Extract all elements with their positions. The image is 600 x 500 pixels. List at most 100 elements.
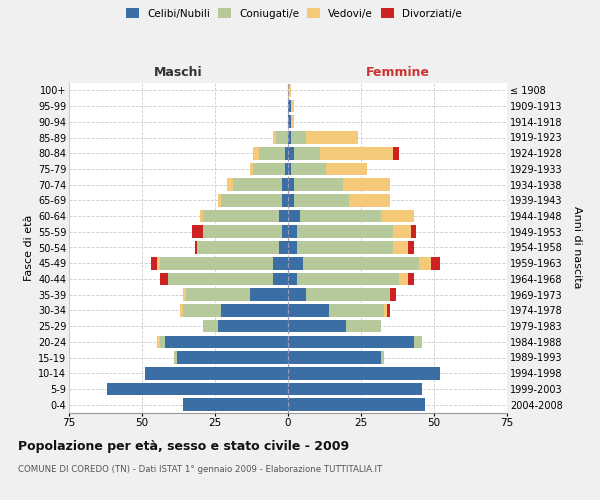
Bar [183,304,221,316]
Bar [186,288,250,301]
Bar [168,272,274,285]
Bar [393,147,399,160]
Bar [253,162,285,175]
Y-axis label: Anni di nascita: Anni di nascita [572,206,582,288]
Bar [343,178,390,191]
Bar [288,147,294,160]
Bar [288,210,299,222]
Bar [288,116,291,128]
Bar [183,398,288,411]
Y-axis label: Fasce di età: Fasce di età [23,214,34,280]
Bar [393,241,408,254]
Bar [346,320,382,332]
Bar [349,194,390,206]
Bar [285,147,288,160]
Bar [233,178,282,191]
Text: Femmine: Femmine [365,66,430,80]
Bar [408,241,413,254]
Bar [282,226,288,238]
Bar [288,382,422,395]
Bar [288,336,413,348]
Bar [191,226,203,238]
Bar [160,257,274,270]
Bar [288,351,382,364]
Bar [288,162,291,175]
Bar [166,336,288,348]
Bar [253,147,259,160]
Bar [221,194,282,206]
Bar [288,194,294,206]
Bar [297,272,399,285]
Bar [305,288,390,301]
Bar [291,131,305,144]
Bar [419,257,431,270]
Bar [326,162,367,175]
Bar [382,351,385,364]
Bar [227,178,233,191]
Bar [413,336,422,348]
Bar [297,226,393,238]
Bar [259,147,285,160]
Bar [157,336,160,348]
Bar [393,226,410,238]
Bar [288,100,291,112]
Bar [288,398,425,411]
Text: COMUNE DI COREDO (TN) - Dati ISTAT 1° gennaio 2009 - Elaborazione TUTTITALIA.IT: COMUNE DI COREDO (TN) - Dati ISTAT 1° ge… [18,466,382,474]
Bar [218,194,221,206]
Bar [203,210,279,222]
Bar [145,367,288,380]
Bar [385,304,387,316]
Bar [221,304,288,316]
Bar [288,131,291,144]
Bar [288,304,329,316]
Bar [288,257,302,270]
Bar [157,257,160,270]
Bar [274,272,288,285]
Bar [305,131,358,144]
Bar [299,210,382,222]
Bar [277,131,288,144]
Bar [288,226,297,238]
Bar [294,194,349,206]
Bar [218,320,288,332]
Bar [320,147,393,160]
Legend: Celibi/Nubili, Coniugati/e, Vedovi/e, Divorziati/e: Celibi/Nubili, Coniugati/e, Vedovi/e, Di… [123,5,465,21]
Bar [288,320,346,332]
Bar [390,288,396,301]
Bar [288,241,297,254]
Bar [382,210,413,222]
Bar [288,84,291,96]
Bar [291,116,294,128]
Bar [274,131,277,144]
Bar [279,241,288,254]
Bar [200,210,203,222]
Bar [279,210,288,222]
Bar [288,272,297,285]
Bar [285,162,288,175]
Bar [151,257,157,270]
Bar [282,194,288,206]
Bar [410,226,416,238]
Bar [274,257,288,270]
Bar [160,272,168,285]
Bar [250,288,288,301]
Text: Maschi: Maschi [154,66,203,80]
Bar [203,226,282,238]
Bar [194,241,197,254]
Bar [288,288,305,301]
Bar [183,288,186,301]
Bar [408,272,413,285]
Bar [294,178,343,191]
Bar [294,147,320,160]
Bar [302,257,419,270]
Bar [288,178,294,191]
Bar [329,304,385,316]
Bar [177,351,288,364]
Bar [387,304,390,316]
Bar [291,162,326,175]
Bar [197,241,279,254]
Bar [174,351,177,364]
Bar [250,162,253,175]
Bar [297,241,393,254]
Bar [180,304,183,316]
